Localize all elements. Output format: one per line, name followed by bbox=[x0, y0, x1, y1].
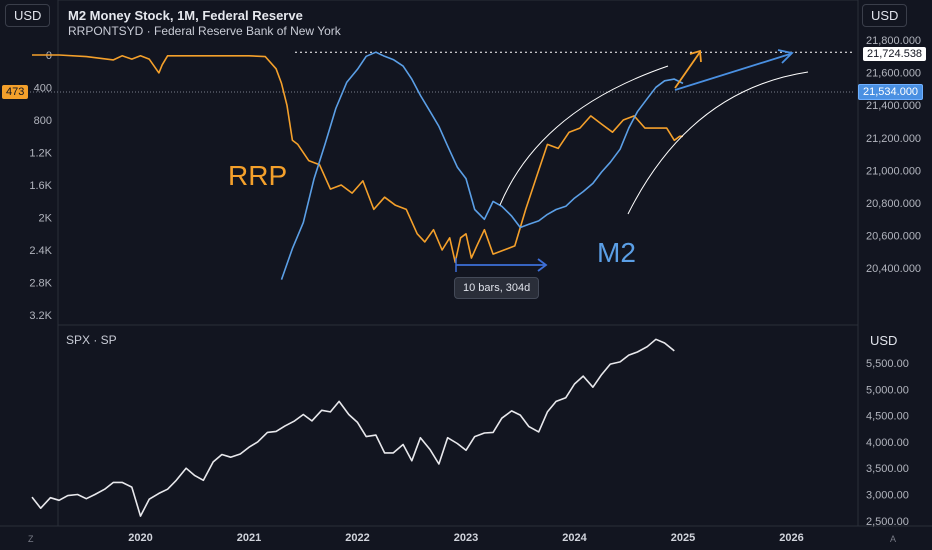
lower-tick-label: 3,500.00 bbox=[866, 463, 909, 475]
lower-tick-label: 5,000.00 bbox=[866, 384, 909, 396]
lower-tick-label: 4,500.00 bbox=[866, 411, 909, 423]
series-line-spx bbox=[31, 338, 675, 517]
left-tick-label: 400 bbox=[34, 83, 52, 95]
right-tick-label: 20,400.000 bbox=[866, 263, 921, 275]
timezone-toggle[interactable]: Z bbox=[28, 534, 34, 544]
right-tick-label: 20,800.000 bbox=[866, 198, 921, 210]
drawing-curve-upper bbox=[499, 65, 669, 206]
right-currency-button[interactable]: USD bbox=[862, 4, 908, 27]
plot-frame bbox=[57, 0, 859, 527]
right-tick-label: 21,000.000 bbox=[866, 165, 921, 177]
left-tick-label: 2.8K bbox=[29, 278, 52, 290]
m2-marker-price-badge: 21,534.000 bbox=[858, 84, 924, 100]
m2-last-price-badge: 21,724.538 bbox=[863, 47, 927, 61]
left-tick-label: 1.2K bbox=[29, 148, 52, 160]
lower-currency-label[interactable]: USD bbox=[870, 333, 898, 348]
m2-arrow-head bbox=[777, 49, 794, 64]
lower-tick-label: 4,000.00 bbox=[866, 437, 909, 449]
right-tick-label: 21,400.000 bbox=[866, 100, 921, 112]
left-tick-label: 0 bbox=[46, 50, 52, 62]
lower-tick-label: 3,000.00 bbox=[866, 490, 909, 502]
right-tick-label: 21,600.000 bbox=[866, 68, 921, 80]
x-tick-label: 2025 bbox=[671, 532, 695, 544]
left-tick-label: 1.6K bbox=[29, 180, 52, 192]
right-tick-label: 20,600.000 bbox=[866, 231, 921, 243]
chart-title: M2 Money Stock, 1M, Federal Reserve bbox=[68, 8, 303, 23]
rrp-label: RRP bbox=[228, 160, 287, 191]
measure-tooltip: 10 bars, 304d bbox=[454, 277, 540, 299]
rrp-projection-arrow bbox=[674, 51, 701, 89]
x-tick-label: 2021 bbox=[237, 532, 261, 544]
left-currency-button[interactable]: USD bbox=[5, 4, 51, 27]
lower-tick-label: 2,500.00 bbox=[866, 516, 909, 528]
lower-tick-label: 5,500.00 bbox=[866, 358, 909, 370]
chart-subtitle: RRPONTSYD · Federal Reserve Bank of New … bbox=[68, 24, 341, 38]
x-tick-label: 2026 bbox=[779, 532, 803, 544]
left-tick-label: 3.2K bbox=[29, 310, 52, 322]
rrp-arrow-head bbox=[689, 49, 702, 63]
x-tick-label: 2023 bbox=[454, 532, 478, 544]
right-tick-label: 21,800.000 bbox=[866, 35, 921, 47]
drawing-curve-lower bbox=[627, 71, 809, 215]
left-tick-label: 2K bbox=[39, 213, 53, 225]
right-tick-label: 21,200.000 bbox=[866, 133, 921, 145]
m2-label: M2 bbox=[597, 237, 636, 268]
x-tick-label: 2020 bbox=[128, 532, 152, 544]
auto-scale-toggle[interactable]: A bbox=[890, 534, 897, 544]
left-tick-label: 2.4K bbox=[29, 245, 52, 257]
left-tick-label: 800 bbox=[34, 115, 52, 127]
series-line-m2 bbox=[280, 51, 684, 280]
measure-arrow-head bbox=[537, 258, 548, 272]
lower-pane-title: SPX · SP bbox=[66, 333, 117, 347]
rrp-marker-badge: 473 bbox=[2, 85, 29, 99]
x-tick-label: 2022 bbox=[345, 532, 369, 544]
x-tick-label: 2024 bbox=[562, 532, 587, 544]
series-line-rrp bbox=[32, 54, 683, 264]
m2-projection-arrow bbox=[674, 53, 791, 91]
